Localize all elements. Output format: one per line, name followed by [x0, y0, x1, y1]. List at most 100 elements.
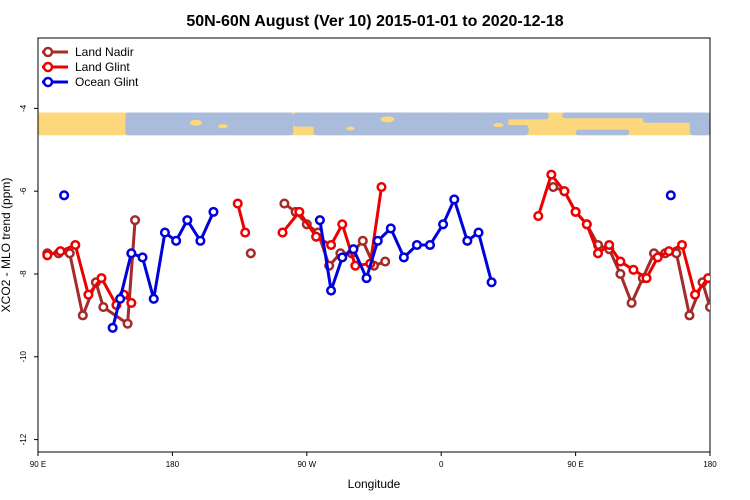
ocean-glint-point [195, 235, 206, 246]
land-glint-point [326, 239, 337, 251]
ocean-glint-point [59, 190, 70, 201]
map-ocean-region [125, 112, 294, 136]
map-island [380, 116, 395, 123]
ocean-glint-point [171, 235, 182, 246]
land-glint-point [628, 264, 639, 275]
land-nadir-point [357, 235, 368, 246]
land-nadir-line [283, 202, 386, 268]
y-tick-label: -10 [19, 350, 28, 362]
series-ocean-glint [59, 190, 750, 333]
land-nadir-point [245, 248, 256, 259]
ocean-glint-point [126, 248, 137, 259]
land-nadir-point [730, 320, 738, 328]
ocean-glint-point [182, 215, 193, 226]
ocean-glint-point [462, 235, 473, 246]
land-glint-point [42, 250, 53, 261]
x-tick-label: 90 W [297, 460, 316, 469]
land-glint-point [337, 219, 348, 230]
ocean-glint-point [148, 293, 159, 304]
ocean-glint-point [486, 277, 497, 288]
y-tick-label: -6 [19, 187, 28, 195]
land-glint-point [592, 248, 604, 259]
legend-label-land-nadir: Land Nadir [75, 45, 134, 59]
chart-title: 50N-60N August (Ver 10) 2015-01-01 to 20… [186, 13, 563, 30]
land-nadir-point [704, 302, 710, 313]
ocean-glint-line [111, 211, 215, 329]
land-glint-point [559, 186, 570, 197]
map-island [189, 119, 202, 126]
legend: Land Nadir Land Glint Ocean Glint [42, 45, 139, 89]
map-island [346, 126, 355, 131]
land-nadir-point [130, 215, 141, 226]
x-axis: 90 E 180 90 W 0 90 E 180 [30, 452, 717, 469]
land-nadir-line [552, 185, 710, 317]
ocean-glint-point [745, 254, 750, 262]
land-nadir-point [77, 310, 88, 321]
ocean-glint-point [411, 239, 422, 251]
x-tick-label: 180 [166, 460, 180, 469]
ocean-glint-point [716, 324, 724, 332]
land-nadir-point [98, 302, 109, 313]
y-tick-label: -8 [19, 270, 28, 278]
ocean-glint-point [348, 244, 359, 255]
x-axis-label: Longitude [348, 477, 401, 491]
land-glint-point [652, 252, 663, 263]
legend-label-ocean-glint: Ocean Glint [75, 75, 139, 89]
legend-item-land-glint: Land Glint [42, 60, 130, 74]
ocean-glint-point [665, 190, 676, 201]
land-glint-point [96, 273, 107, 284]
map-island [493, 123, 504, 128]
land-glint-point [641, 273, 652, 284]
land-nadir-point [684, 310, 695, 321]
ocean-glint-point [314, 215, 325, 226]
map-island [217, 124, 228, 129]
x-tick-label: 90 E [30, 460, 46, 469]
land-glint-point [294, 206, 305, 217]
land-glint-line [281, 186, 383, 268]
land-nadir-point [64, 248, 75, 259]
y-axis-label: XCO2 - MLO trend (ppm) [0, 178, 13, 313]
land-nadir-point [615, 268, 626, 280]
land-nadir-point [122, 318, 133, 329]
series-land-glint [42, 169, 742, 311]
ocean-glint-point [361, 273, 372, 284]
land-glint-point [676, 239, 688, 251]
ocean-glint-point [385, 223, 396, 234]
ocean-glint-point [137, 252, 148, 263]
land-glint-point [581, 219, 592, 230]
land-nadir-point [548, 181, 559, 193]
land-glint-point [533, 210, 544, 222]
land-glint-point [311, 231, 322, 242]
ocean-glint-point [159, 227, 170, 238]
map-ocean-region [441, 125, 529, 136]
map-ocean-region [400, 112, 442, 119]
ocean-glint-point [734, 249, 742, 257]
land-glint-point [703, 273, 710, 284]
land-glint-point [690, 289, 701, 300]
series-layer [42, 169, 750, 333]
map-ocean-region [575, 129, 630, 136]
map-strip [38, 112, 710, 136]
land-nadir-point [380, 256, 391, 267]
land-nadir-line [47, 220, 137, 326]
land-glint-point [70, 239, 81, 251]
land-glint-point [240, 227, 251, 238]
land-glint-point [615, 256, 626, 267]
ocean-glint-point [723, 295, 731, 303]
ocean-glint-point [449, 194, 460, 205]
land-glint-point [734, 299, 742, 307]
land-glint-point [277, 227, 288, 238]
ocean-glint-line [719, 253, 750, 327]
land-nadir-point [738, 216, 746, 224]
land-glint-point [55, 246, 66, 257]
legend-item-ocean-glint: Ocean Glint [42, 75, 139, 89]
land-glint-point [719, 301, 727, 309]
ocean-glint-point [208, 206, 219, 217]
ocean-glint-point [398, 252, 409, 263]
ocean-glint-point [326, 285, 337, 296]
map-ocean-region [562, 112, 657, 119]
x-tick-label: 180 [703, 460, 717, 469]
land-glint-point [232, 198, 243, 209]
map-ocean-region [689, 112, 710, 136]
y-tick-label: -4 [19, 104, 28, 112]
